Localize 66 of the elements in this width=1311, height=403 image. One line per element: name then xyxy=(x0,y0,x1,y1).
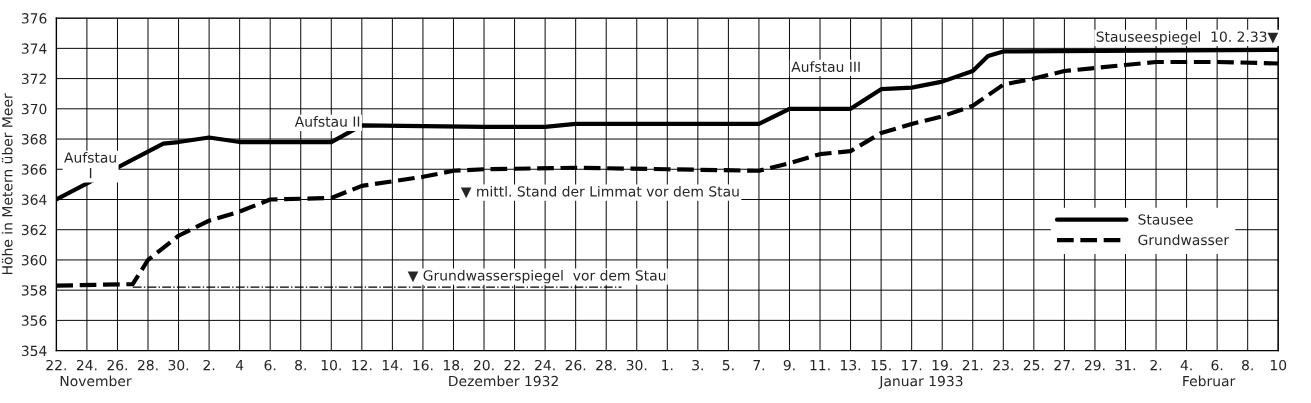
x-tick-label: 30. xyxy=(626,359,647,371)
annotation: Aufstau III xyxy=(791,61,860,72)
x-tick-label: 8. xyxy=(1242,359,1253,371)
x-tick-label: 17. xyxy=(902,360,922,371)
y-tick-label: 354 xyxy=(21,345,47,357)
y-tick-label: 360 xyxy=(21,254,47,266)
x-tick-label: 22. xyxy=(46,359,66,371)
x-tick-label: 2. xyxy=(203,359,215,371)
x-tick-label: 7. xyxy=(753,360,765,371)
x-tick-label: 28. xyxy=(137,359,158,371)
x-tick-label: 22. xyxy=(504,359,525,371)
text: Dezember 1932 xyxy=(449,375,558,387)
x-tick-label: 4. xyxy=(1180,360,1192,371)
x-tick-label: 18. xyxy=(443,359,464,371)
y-tick-label: 372 xyxy=(21,73,46,85)
x-tick-label: 10. xyxy=(321,359,341,371)
y-tick-label: 364 xyxy=(21,194,47,205)
x-tick-label: 29. xyxy=(1084,359,1105,371)
legend-label: Grundwasser xyxy=(1138,234,1230,246)
y-tick-label: 362 xyxy=(21,224,46,236)
x-tick-label: 28. xyxy=(596,359,616,371)
x-tick-label: 13. xyxy=(841,359,861,371)
x-tick-label: 8. xyxy=(295,359,306,371)
x-tick-label: 21. xyxy=(962,359,983,371)
x-tick-label: 14. xyxy=(382,360,402,371)
x-tick-label: 26. xyxy=(107,359,128,371)
x-tick-label: 9. xyxy=(783,359,795,371)
x-tick-label: 3. xyxy=(692,359,703,371)
x-tick-label: 26. xyxy=(565,359,586,371)
annotation: ▼ mittl. Stand der Limmat vor dem Stau xyxy=(460,185,739,199)
y-tick-label: 356 xyxy=(21,315,47,326)
annotation: Aufstau I xyxy=(64,152,116,179)
x-tick-label: 6. xyxy=(1211,359,1223,371)
y-axis-title: Höhe in Metern über Meer xyxy=(1,93,13,275)
x-tick-label: 31. xyxy=(1115,359,1136,371)
x-tick-label: 20. xyxy=(474,359,494,371)
text: Februar xyxy=(1183,375,1236,387)
annotation: Aufstau II xyxy=(294,116,360,127)
x-tick-label: 25. xyxy=(1023,359,1044,371)
text: Januar 1933 xyxy=(878,375,963,389)
x-tick-label: 24. xyxy=(535,359,555,371)
y-tick-label: 358 xyxy=(21,285,47,296)
x-tick-label: 24. xyxy=(76,359,97,371)
x-tick-label: 11. xyxy=(810,360,830,371)
y-tick-label: 368 xyxy=(21,134,47,145)
annotation: ▼ Grundwasserspiegel vor dem Stau xyxy=(407,269,666,284)
x-tick-label: 1. xyxy=(662,360,673,371)
x-tick-label: 16. xyxy=(413,359,433,371)
y-tick-label: 376 xyxy=(21,13,47,24)
y-tick-label: 366 xyxy=(21,164,47,175)
x-tick-label: 5. xyxy=(722,360,734,371)
text: November xyxy=(60,375,132,387)
x-tick-label: 30. xyxy=(168,359,189,371)
y-tick-label: 374 xyxy=(21,43,47,54)
x-tick-label: 27. xyxy=(1054,359,1074,371)
x-tick-label: 6. xyxy=(264,359,276,371)
x-tick-label: 4 xyxy=(235,360,244,371)
legend-label: Stausee xyxy=(1138,214,1193,225)
x-tick-label: 19. xyxy=(932,359,952,371)
annotation: Stauseespiegel 10. 2.33▼ xyxy=(1096,31,1279,45)
y-tick-label: 370 xyxy=(21,103,47,115)
x-tick-label: 10 xyxy=(1270,359,1287,371)
x-tick-label: 2. xyxy=(1150,359,1162,371)
x-tick-label: 12. xyxy=(352,359,372,371)
x-tick-label: 23. xyxy=(993,359,1013,371)
x-tick-label: 15. xyxy=(871,360,891,371)
